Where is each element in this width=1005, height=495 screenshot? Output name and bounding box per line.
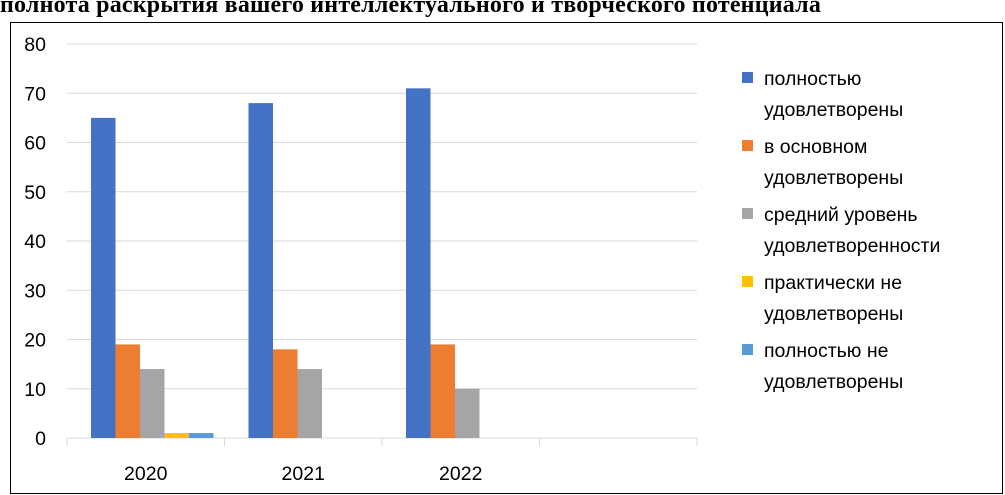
y-tick-label: 80 <box>24 34 46 56</box>
legend-label: средний уровень удовлетворенности <box>764 204 941 257</box>
legend-swatch <box>742 276 753 287</box>
bar <box>430 344 455 438</box>
legend-swatch <box>742 72 753 83</box>
legend-swatch <box>742 208 753 219</box>
legend-item: практически не удовлетворены <box>738 268 1000 336</box>
x-tick-label: 2022 <box>439 463 482 485</box>
chart-title: полнота раскрытия вашего интеллектуально… <box>0 0 822 18</box>
y-tick-label: 60 <box>24 133 46 155</box>
legend-label: в основном удовлетворены <box>764 136 904 189</box>
y-tick-label: 40 <box>24 231 46 253</box>
legend-item: в основном удовлетворены <box>738 132 1000 200</box>
bar <box>273 349 298 438</box>
chart-legend: полностью удовлетворены в основном удовле… <box>738 64 1000 404</box>
bar <box>406 88 431 438</box>
legend-label: практически не удовлетворены <box>764 272 904 325</box>
legend-item: полностью удовлетворены <box>738 64 1000 132</box>
y-tick-label: 30 <box>24 280 46 302</box>
legend-item: полностью не удовлетворены <box>738 336 1000 404</box>
legend-label: полностью не удовлетворены <box>764 340 904 393</box>
bar <box>455 388 480 438</box>
bar <box>189 433 214 438</box>
legend-swatch <box>742 344 753 355</box>
y-tick-label: 20 <box>24 330 46 352</box>
chart-frame <box>10 22 1003 494</box>
legend-item: средний уровень удовлетворенности <box>738 200 1000 268</box>
bar <box>164 433 189 438</box>
bar <box>248 103 273 438</box>
legend-label: полностью удовлетворены <box>764 68 904 121</box>
bar <box>297 369 322 438</box>
y-tick-label: 50 <box>24 182 46 204</box>
y-tick-label: 0 <box>35 428 46 450</box>
y-tick-label: 10 <box>24 379 46 401</box>
x-tick-label: 2020 <box>124 463 168 485</box>
x-tick-label: 2021 <box>282 463 325 485</box>
bar <box>140 369 165 438</box>
y-tick-label: 70 <box>24 83 46 105</box>
legend-swatch <box>742 140 753 151</box>
bar <box>115 344 140 438</box>
bar <box>91 117 116 438</box>
